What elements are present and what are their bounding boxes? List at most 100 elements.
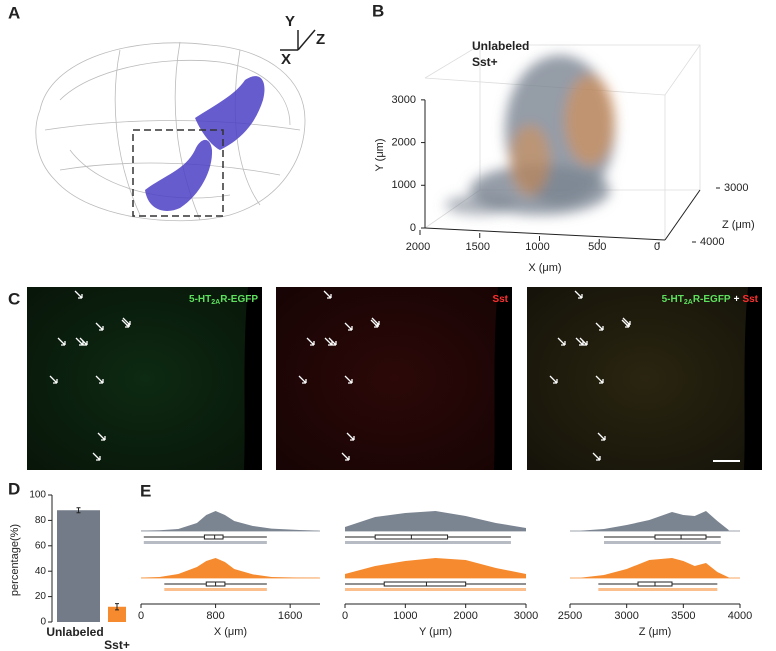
- x-tick-label: 3500: [671, 610, 695, 622]
- x-axis-label: Z (μm): [639, 626, 672, 638]
- box: [203, 534, 224, 540]
- panel-label: C: [8, 289, 20, 308]
- arrow: [306, 337, 315, 346]
- arrow: [122, 317, 131, 326]
- violin: [581, 511, 729, 531]
- x-tick-label: 500: [588, 241, 606, 253]
- y-axis-label: Y (μm): [374, 138, 386, 171]
- panel-label: E: [140, 481, 151, 500]
- strip: [604, 541, 721, 544]
- arrow: [595, 322, 604, 331]
- category-label: Unlabeled: [46, 625, 103, 639]
- arrow: [344, 322, 353, 331]
- arrow: [298, 375, 307, 384]
- box: [383, 581, 467, 587]
- image-label: 5-HT2AR-EGFP: [189, 294, 258, 306]
- micrograph: [27, 287, 262, 470]
- y-tick-label: 1000: [392, 179, 416, 191]
- arrow: [597, 432, 606, 441]
- y-tick-label: 80: [35, 515, 47, 526]
- arrow: [344, 375, 353, 384]
- image-label-part: +: [734, 294, 740, 305]
- strip: [143, 541, 267, 544]
- x-axis-label: Y (μm): [419, 626, 452, 638]
- image-label-part: 5-HT: [662, 294, 684, 305]
- x-tick-label: 2000: [406, 241, 430, 253]
- arrow: [371, 317, 380, 326]
- brain-region: [195, 76, 265, 150]
- tissue-edge: [244, 287, 762, 470]
- axis-glyph: [280, 29, 316, 51]
- z-tick-label: 3000: [724, 182, 748, 194]
- image-label-part: R-EGFP: [693, 294, 731, 305]
- x-axis-label: X (μm): [214, 626, 247, 638]
- arrow: [95, 375, 104, 384]
- arrow: [557, 337, 566, 346]
- micrograph: [276, 287, 512, 470]
- image-label: Sst: [492, 294, 508, 305]
- axis-glyph-label: Z: [316, 31, 325, 48]
- bar: [108, 606, 126, 622]
- z-tick-label: 4000: [700, 236, 724, 248]
- y-tick-label: 40: [35, 566, 47, 577]
- brain-region: [145, 139, 213, 211]
- violin: [141, 511, 319, 531]
- x-tick-label: 1000: [393, 610, 417, 622]
- y-tick-label: 0: [40, 617, 46, 628]
- arrow: [595, 375, 604, 384]
- x-tick-label: 1000: [525, 241, 549, 253]
- violin: [345, 511, 526, 531]
- x-tick-label: 3000: [614, 610, 638, 622]
- arrow: [79, 337, 88, 346]
- error-bar: [76, 507, 81, 514]
- image-label-part: 2A: [211, 299, 220, 306]
- micrograph: [527, 287, 762, 470]
- arrow: [92, 452, 101, 461]
- x-axis: [424, 227, 666, 241]
- panel-label: B: [372, 1, 384, 20]
- image-label-part: 2A: [684, 299, 693, 306]
- panel-label: D: [8, 479, 20, 498]
- arrow: [49, 375, 58, 384]
- legend-entry: Unlabeled: [472, 39, 529, 53]
- y-tick-label: 20: [35, 591, 47, 602]
- strip: [598, 588, 718, 591]
- violin: [141, 558, 319, 578]
- x-tick-label: 1500: [466, 241, 490, 253]
- arrow: [323, 290, 332, 299]
- violin: [581, 558, 729, 578]
- y-axis-label: percentage(%): [9, 524, 21, 596]
- image-label: 5-HT2AR-EGFP + Sst: [662, 294, 759, 306]
- axis-glyph-label: X: [281, 51, 291, 68]
- arrow: [95, 322, 104, 331]
- z-axis-label: Z (μm): [722, 219, 755, 231]
- arrow: [622, 317, 631, 326]
- image-label-part: Sst: [492, 294, 508, 305]
- legend-entry: Sst+: [472, 55, 498, 69]
- violin: [345, 558, 526, 578]
- x-tick-label: 2500: [558, 610, 582, 622]
- arrow: [549, 375, 558, 384]
- inset-box: [132, 129, 224, 217]
- category-label: Sst+: [104, 638, 130, 651]
- arrow: [592, 452, 601, 461]
- bar: [57, 510, 100, 622]
- x-tick-label: 3000: [514, 610, 538, 622]
- y-tick-label: 100: [29, 490, 46, 501]
- error-bar: [115, 603, 119, 611]
- arrow: [97, 432, 106, 441]
- arrow: [74, 290, 83, 299]
- axis-glyph-label: Y: [285, 13, 295, 30]
- y-tick-label: 0: [410, 222, 416, 234]
- image-label-part: Sst: [742, 294, 758, 305]
- y-tick-label: 60: [35, 540, 47, 551]
- arrow: [57, 337, 66, 346]
- image-label-part: 5-HT: [189, 294, 211, 305]
- x-tick-label: 0: [654, 241, 660, 253]
- arrow: [346, 432, 355, 441]
- y-tick-label: 2000: [392, 136, 416, 148]
- x-tick-label: 4000: [728, 610, 752, 622]
- x-tick-label: 1600: [278, 610, 302, 622]
- point-cloud: [445, 55, 615, 215]
